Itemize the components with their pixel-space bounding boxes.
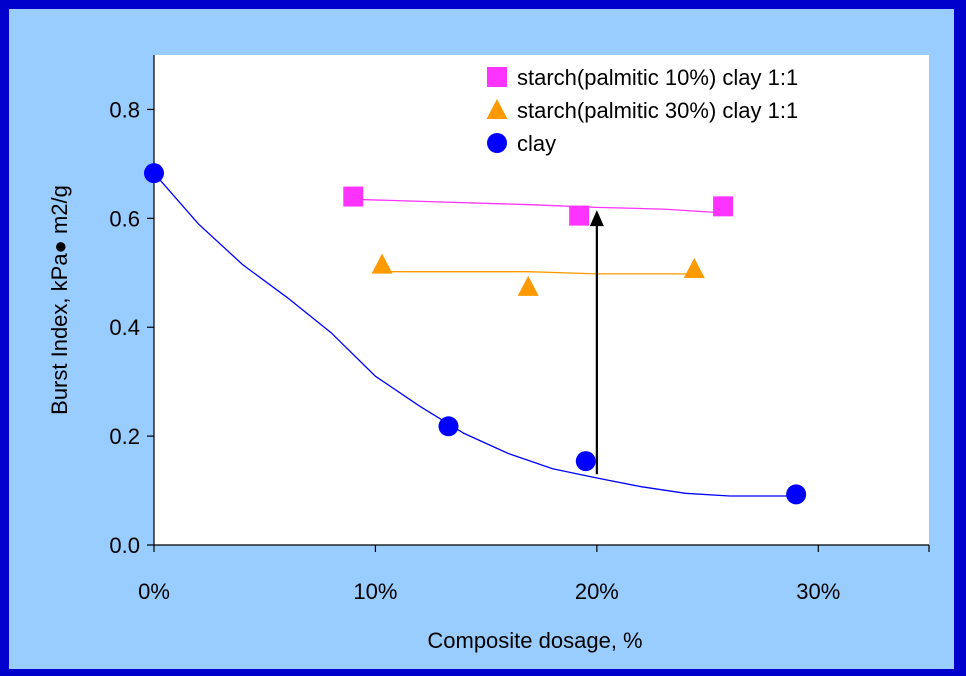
data-point-square — [487, 67, 507, 87]
trend-lines — [153, 172, 797, 497]
data-point-triangle — [486, 99, 508, 119]
y-tick-label: 0.4 — [109, 315, 140, 340]
data-point-triangle — [683, 257, 705, 278]
data-point-triangle — [371, 253, 393, 274]
y-tick-label: 0.6 — [109, 206, 140, 231]
axes: 0.0 0.2 0.4 0.6 0.8 0% 10% 20% 30% — [109, 55, 930, 604]
data-point-circle — [575, 451, 596, 472]
trend-line — [382, 271, 695, 275]
y-axis-title: Burst Index, kPa● m2/g — [47, 185, 72, 415]
data-points — [144, 163, 807, 505]
arrow-head — [589, 210, 604, 227]
data-point-square — [713, 196, 734, 217]
data-point-circle — [487, 133, 507, 153]
legend-label: starch(palmitic 30%) clay 1:1 — [517, 98, 798, 123]
data-point-square — [343, 186, 364, 207]
x-tick-label: 20% — [575, 579, 619, 604]
data-point-triangle — [517, 275, 539, 296]
trend-line — [153, 172, 797, 497]
data-point-circle — [144, 163, 164, 184]
data-point-circle — [438, 416, 459, 437]
legend-label: starch(palmitic 10%) clay 1:1 — [517, 65, 798, 90]
x-axis-title: Composite dosage, % — [427, 628, 642, 653]
x-tick-label: 30% — [796, 579, 840, 604]
annotations — [589, 210, 604, 475]
x-tick-label: 0% — [138, 579, 170, 604]
y-tick-label: 0.8 — [109, 97, 140, 122]
legend: starch(palmitic 10%) clay 1:1 starch(palm… — [486, 65, 798, 156]
data-point-circle — [786, 484, 807, 505]
legend-label: clay — [517, 131, 556, 156]
trend-line — [353, 198, 724, 214]
data-point-square — [569, 205, 590, 226]
plot-area — [154, 55, 929, 545]
y-tick-label: 0.2 — [109, 424, 140, 449]
x-tick-label: 10% — [353, 579, 397, 604]
y-tick-label: 0.0 — [109, 533, 140, 558]
